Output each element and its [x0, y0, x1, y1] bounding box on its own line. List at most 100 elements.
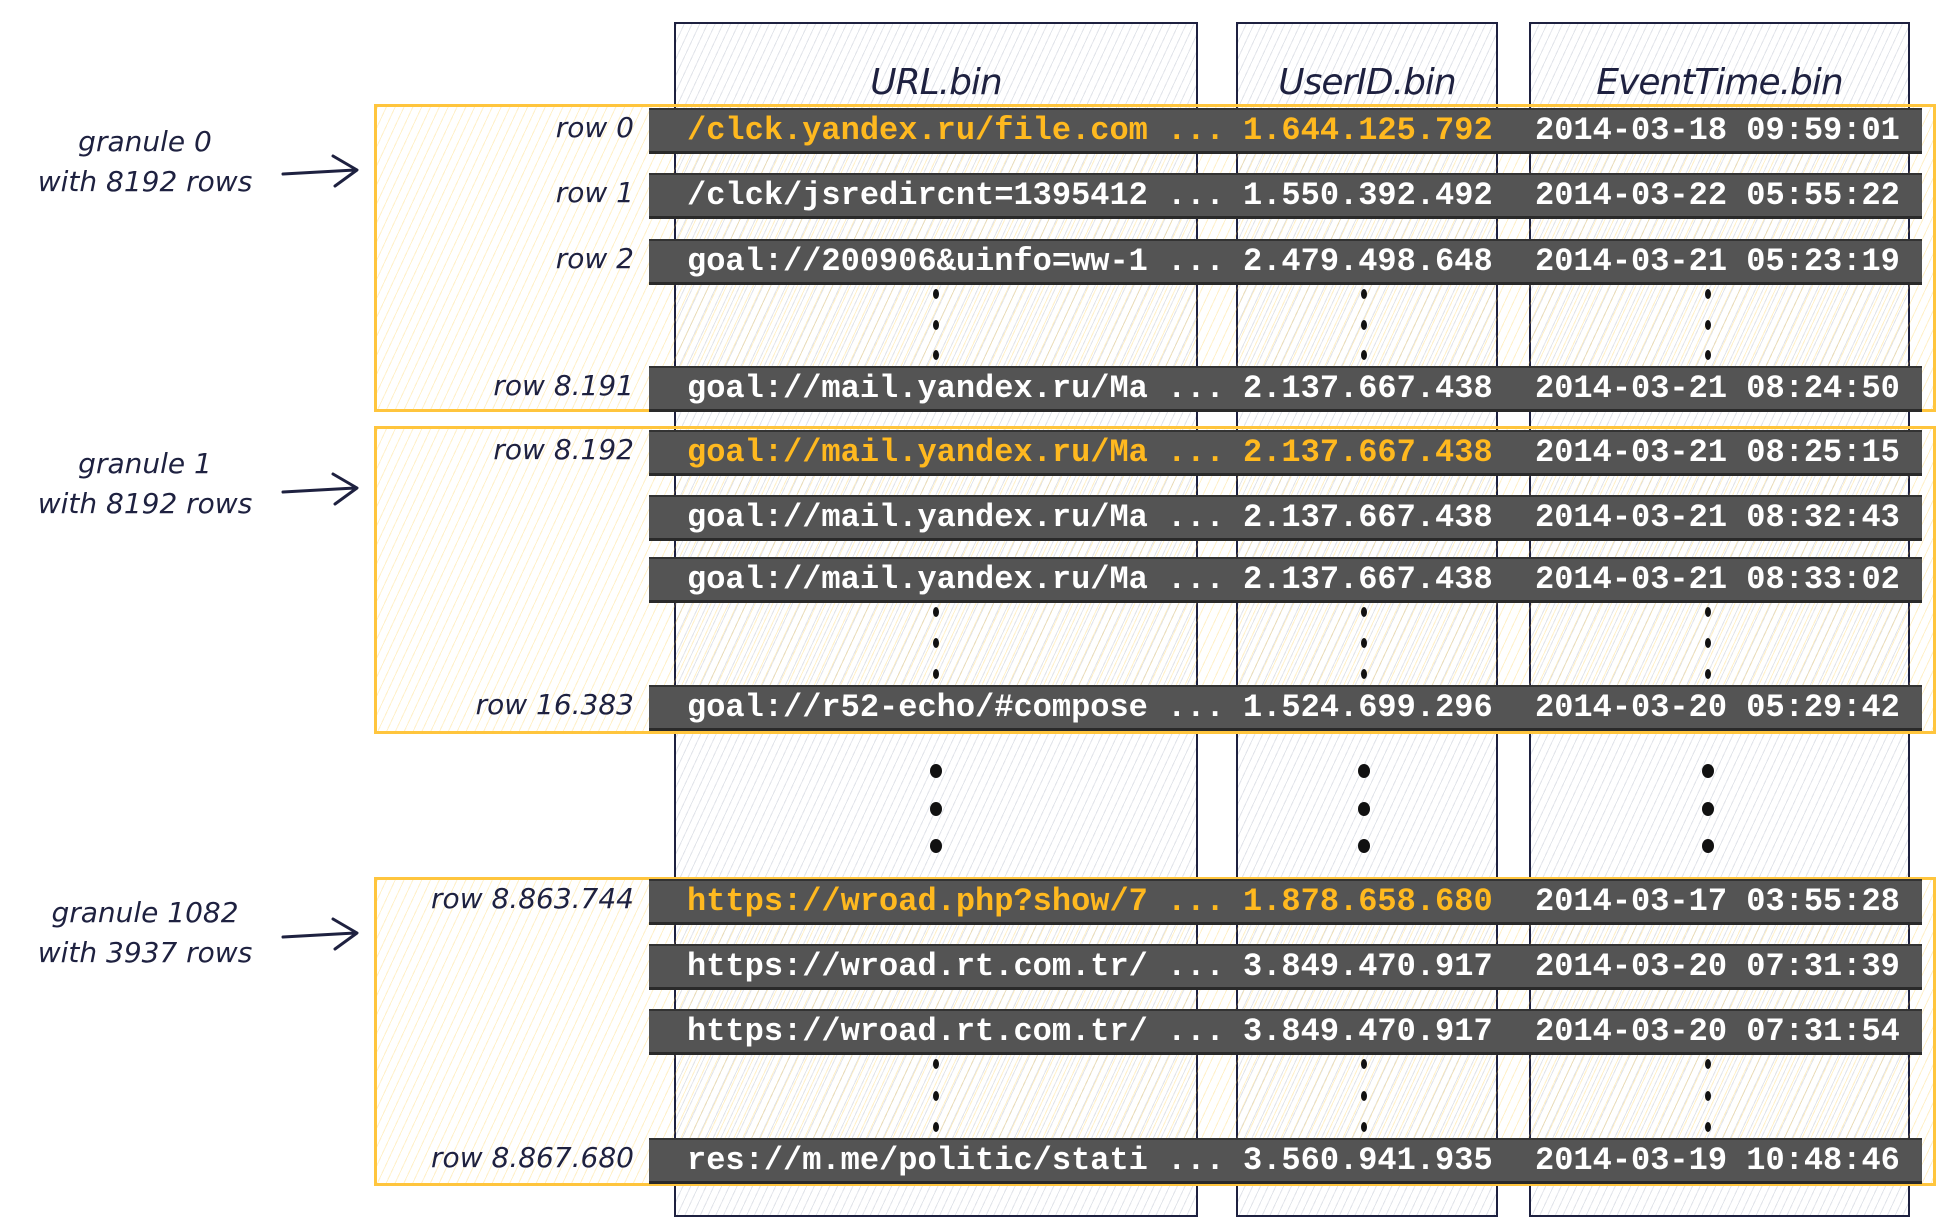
ellipsis-dot — [1705, 350, 1711, 360]
table-row: goal://mail.yandex.ru/Ma ... 2.137.667.43… — [649, 430, 1922, 476]
userid-cell: 1.550.392.492 — [1243, 177, 1493, 214]
granule-label-line2: with 8192 rows — [37, 165, 253, 198]
row-label: row 8.192 — [493, 433, 634, 466]
eventtime-cell: 2014-03-20 05:29:42 — [1535, 689, 1900, 726]
url-cell: goal://mail.yandex.ru/Ma ... — [687, 499, 1225, 536]
table-row: goal://mail.yandex.ru/Ma ... 2.137.667.43… — [649, 495, 1922, 541]
userid-cell: 2.479.498.648 — [1243, 243, 1493, 280]
ellipsis-dot — [1705, 607, 1711, 617]
ellipsis-dot — [1361, 319, 1367, 330]
table-row: https://wroad.rt.com.tr/ ... 3.849.470.91… — [649, 1009, 1922, 1055]
granule-label: granule 1 with 8192 rows — [10, 444, 280, 524]
row-label: row 8.867.680 — [431, 1141, 634, 1174]
url-cell: goal://r52-echo/#compose ... — [687, 689, 1225, 726]
userid-cell: 1.878.658.680 — [1243, 883, 1493, 920]
ellipsis-dot-large — [1702, 764, 1714, 778]
ellipsis-dot — [1705, 669, 1711, 679]
ellipsis-dot — [933, 1090, 939, 1101]
table-row: https://wroad.rt.com.tr/ ... 3.849.470.91… — [649, 944, 1922, 990]
ellipsis-dot — [1361, 289, 1367, 299]
eventtime-cell: 2014-03-21 08:33:02 — [1535, 561, 1900, 598]
arrow-right-icon — [281, 915, 361, 955]
url-cell: goal://mail.yandex.ru/Ma ... — [687, 434, 1225, 471]
ellipsis-dot-large — [930, 764, 942, 778]
url-cell: res://m.me/politic/stati ... — [687, 1142, 1225, 1179]
url-cell: goal://mail.yandex.ru/Ma ... — [687, 561, 1225, 598]
ellipsis-dot — [1361, 1090, 1367, 1101]
userid-cell: 3.849.470.917 — [1243, 948, 1493, 985]
table-row: goal://mail.yandex.ru/Ma ... 2.137.667.43… — [649, 557, 1922, 603]
ellipsis-dot — [1361, 638, 1367, 648]
ellipsis-dot-large — [1358, 802, 1370, 816]
row-label: row 8.191 — [493, 369, 634, 402]
granule-label: granule 0 with 8192 rows — [10, 122, 280, 202]
eventtime-cell: 2014-03-21 08:32:43 — [1535, 499, 1900, 536]
eventtime-cell: 2014-03-17 03:55:28 — [1535, 883, 1900, 920]
url-cell: /clck/jsredircnt=1395412 ... — [687, 177, 1225, 214]
eventtime-cell: 2014-03-19 10:48:46 — [1535, 1142, 1900, 1179]
ellipsis-dot-large — [1702, 839, 1714, 853]
userid-cell: 3.560.941.935 — [1243, 1142, 1493, 1179]
userid-cell: 1.524.699.296 — [1243, 689, 1493, 726]
ellipsis-dot — [1705, 1122, 1711, 1132]
userid-cell: 3.849.470.917 — [1243, 1013, 1493, 1050]
table-row: goal://200906&uinfo=ww-1 ... 2.479.498.64… — [649, 239, 1922, 285]
ellipsis-dot — [1705, 1059, 1711, 1069]
ellipsis-dot-large — [1702, 802, 1714, 816]
row-label: row 2 — [555, 242, 634, 275]
row-label: row 1 — [555, 176, 634, 209]
table-row: goal://mail.yandex.ru/Ma ... 2.137.667.43… — [649, 366, 1922, 412]
ellipsis-dot-large — [1358, 764, 1370, 778]
granule-label-line2: with 3937 rows — [37, 936, 253, 969]
ellipsis-dot — [933, 319, 939, 330]
granule-label-line2: with 8192 rows — [37, 487, 253, 520]
ellipsis-dot — [933, 607, 939, 617]
row-label: row 0 — [555, 111, 634, 144]
eventtime-cell: 2014-03-20 07:31:54 — [1535, 1013, 1900, 1050]
eventtime-cell: 2014-03-21 05:23:19 — [1535, 243, 1900, 280]
url-cell: /clck.yandex.ru/file.com ... — [687, 112, 1225, 149]
userid-cell: 1.644.125.792 — [1243, 112, 1493, 149]
ellipsis-dot — [1705, 638, 1711, 648]
ellipsis-dot-large — [1358, 839, 1370, 853]
table-row: https://wroad.php?show/7 ... 1.878.658.68… — [649, 879, 1922, 925]
ellipsis-dot — [1705, 319, 1711, 330]
column-header: URL.bin — [870, 62, 1003, 103]
table-row: /clck/jsredircnt=1395412 ... 1.550.392.49… — [649, 173, 1922, 219]
userid-cell: 2.137.667.438 — [1243, 499, 1493, 536]
ellipsis-dot — [933, 1059, 939, 1069]
granule-label-line1: granule 0 — [78, 125, 212, 158]
url-cell: goal://mail.yandex.ru/Ma ... — [687, 370, 1225, 407]
column-header: UserID.bin — [1278, 62, 1457, 103]
granule-label-line1: granule 1 — [78, 447, 212, 480]
column-header: EventTime.bin — [1596, 62, 1843, 103]
ellipsis-dot — [933, 638, 939, 648]
userid-cell: 2.137.667.438 — [1243, 434, 1493, 471]
ellipsis-dot-large — [930, 802, 942, 816]
ellipsis-dot — [1361, 607, 1367, 617]
ellipsis-dot — [933, 289, 939, 299]
url-cell: https://wroad.rt.com.tr/ ... — [687, 948, 1225, 985]
arrow-right-icon — [281, 470, 361, 510]
row-label: row 8.863.744 — [431, 882, 634, 915]
ellipsis-dot — [1361, 1122, 1367, 1132]
ellipsis-dot — [1361, 350, 1367, 360]
table-row: res://m.me/politic/stati ... 3.560.941.93… — [649, 1138, 1922, 1184]
arrow-right-icon — [281, 152, 361, 192]
eventtime-cell: 2014-03-21 08:24:50 — [1535, 370, 1900, 407]
ellipsis-dot — [933, 1122, 939, 1132]
granule-label: granule 1082 with 3937 rows — [10, 893, 280, 973]
url-cell: goal://200906&uinfo=ww-1 ... — [687, 243, 1225, 280]
eventtime-cell: 2014-03-18 09:59:01 — [1535, 112, 1900, 149]
eventtime-cell: 2014-03-21 08:25:15 — [1535, 434, 1900, 471]
ellipsis-dot — [1361, 1059, 1367, 1069]
userid-cell: 2.137.667.438 — [1243, 370, 1493, 407]
ellipsis-dot — [1705, 289, 1711, 299]
ellipsis-dot — [933, 350, 939, 360]
row-label: row 16.383 — [475, 688, 634, 721]
ellipsis-dot — [933, 669, 939, 679]
userid-cell: 2.137.667.438 — [1243, 561, 1493, 598]
url-cell: https://wroad.rt.com.tr/ ... — [687, 1013, 1225, 1050]
url-cell: https://wroad.php?show/7 ... — [687, 883, 1225, 920]
